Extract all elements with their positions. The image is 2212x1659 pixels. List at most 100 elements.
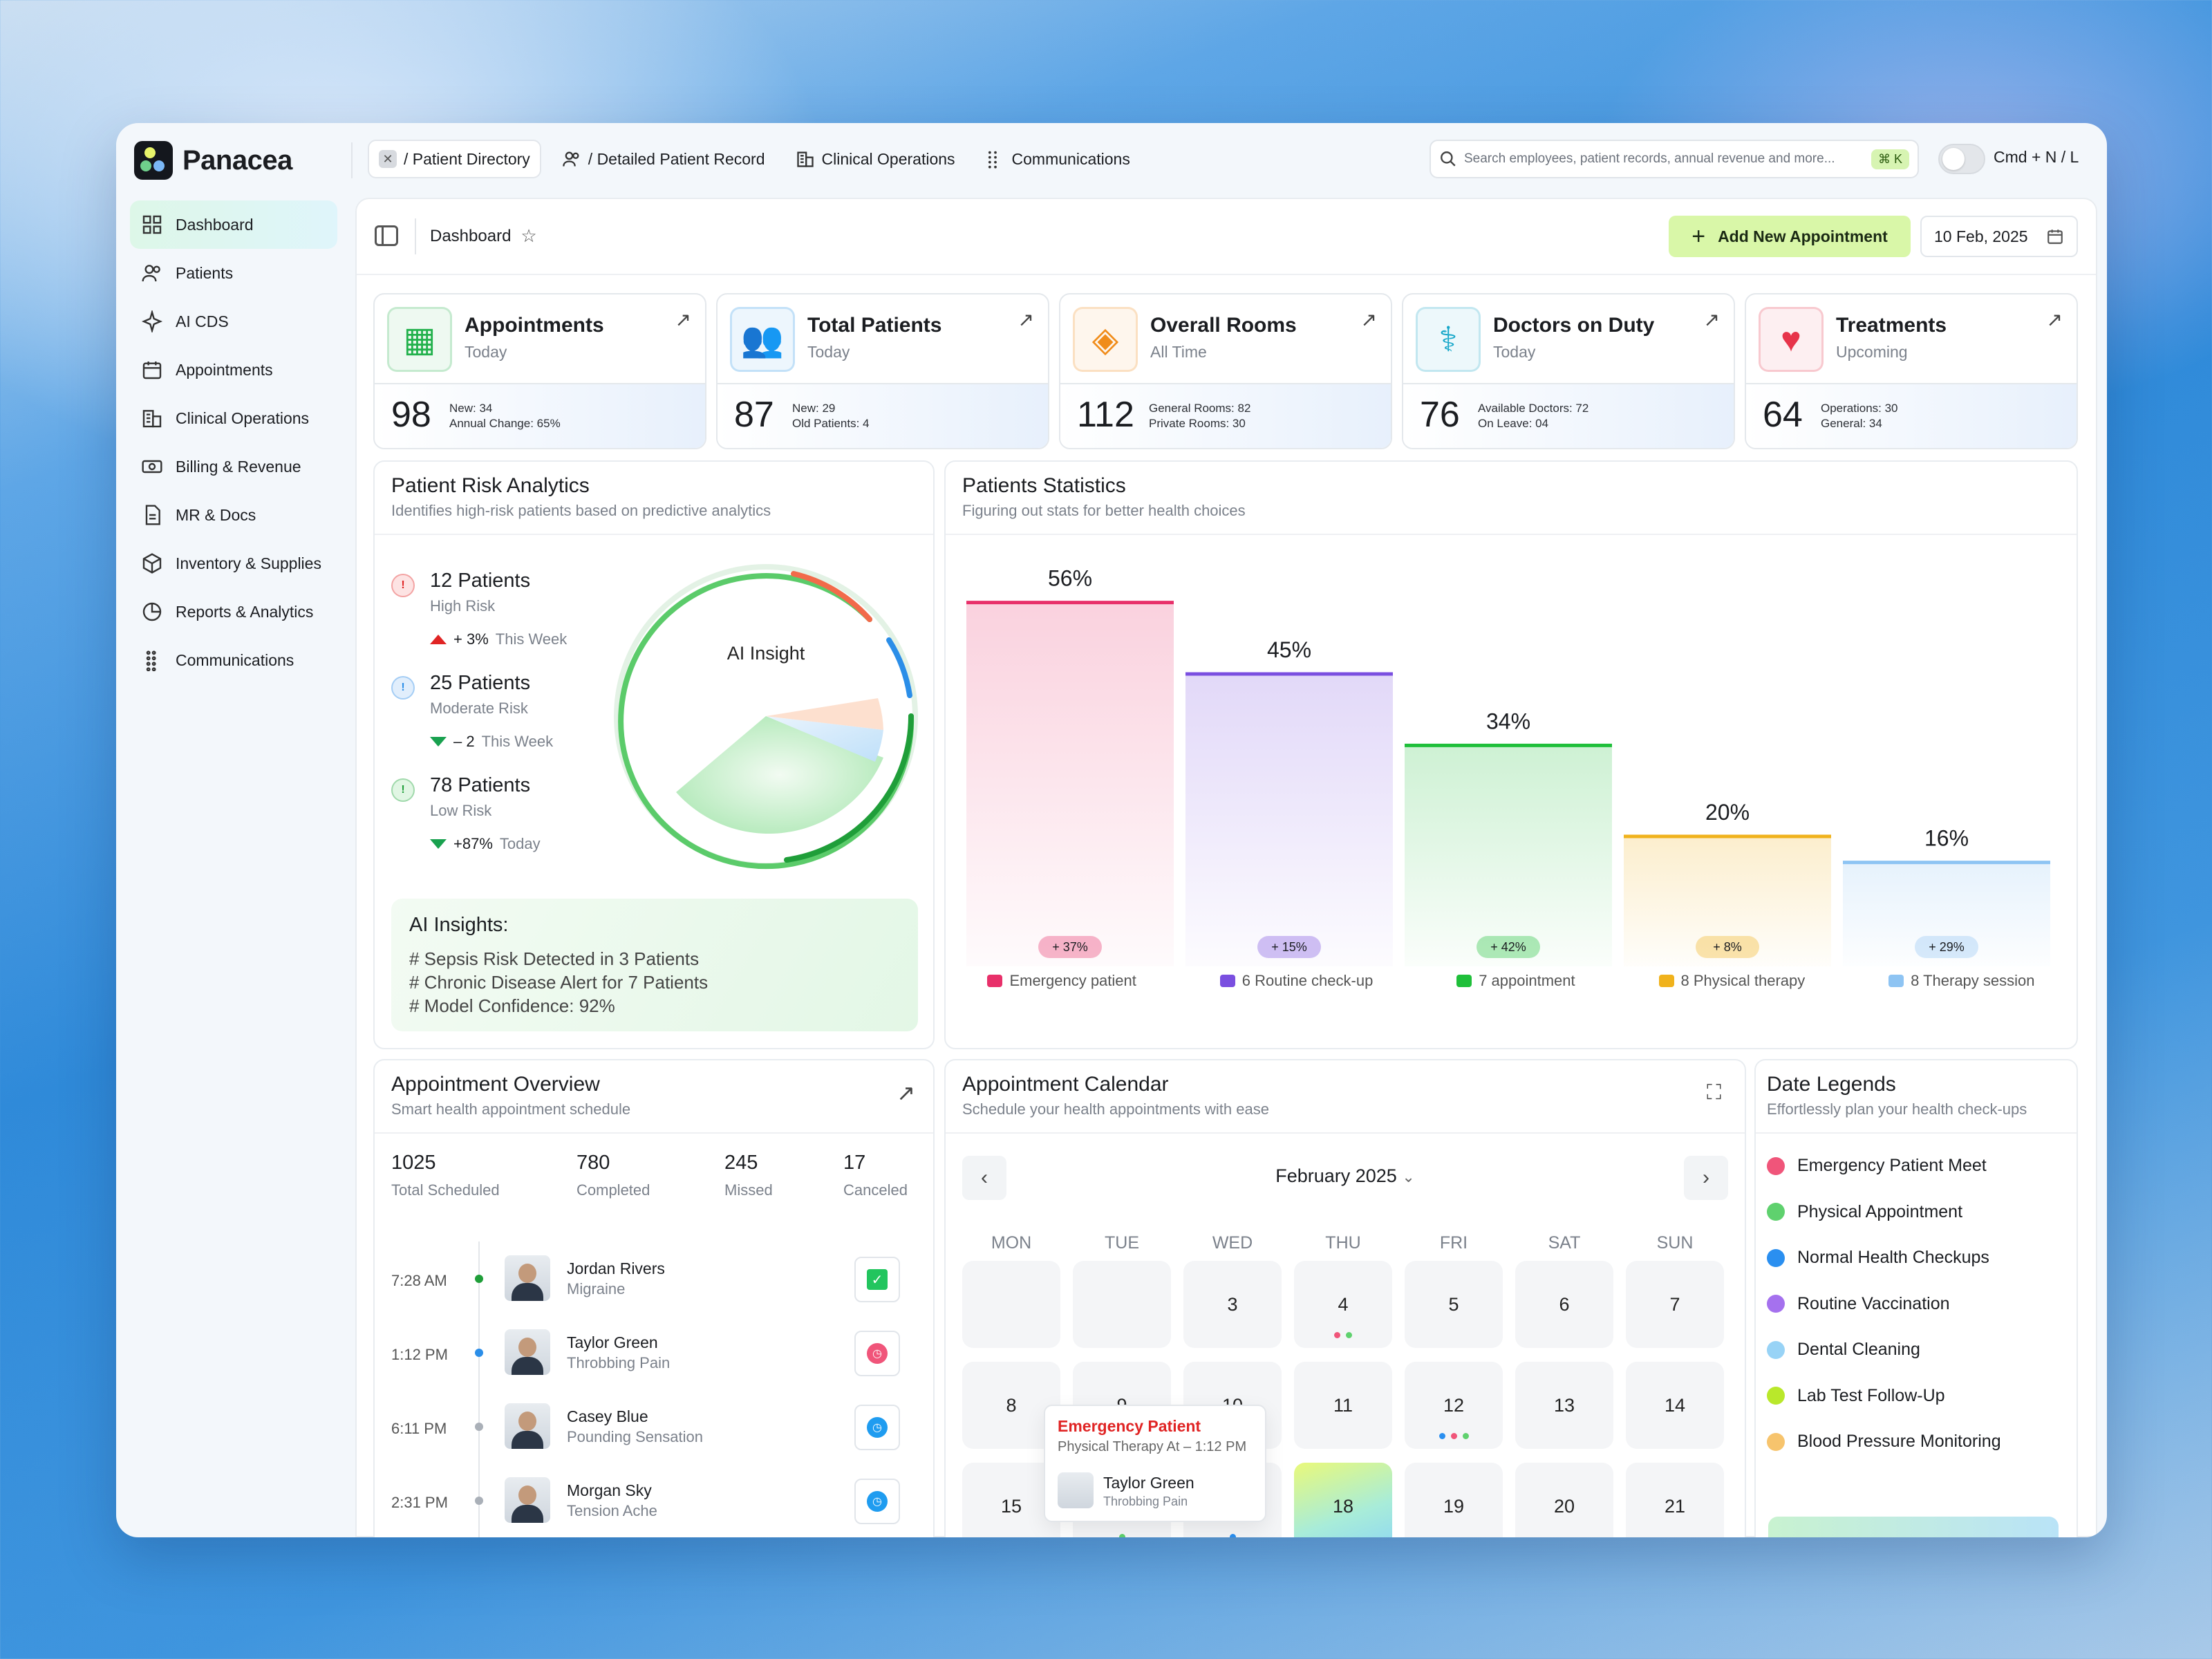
day-number: 6 — [1559, 1293, 1570, 1315]
card-subtitle: Schedule your health appointments with e… — [962, 1100, 1269, 1118]
sidebar-toggle-icon[interactable] — [375, 225, 398, 246]
stat-card-overall-rooms[interactable]: ◈ Overall Rooms All Time ↗ 112 General Rooms:… — [1059, 293, 1392, 449]
card-subtitle: Effortlessly plan your health check-ups — [1767, 1100, 2027, 1118]
calendar-day[interactable]: 18 — [1294, 1463, 1392, 1537]
arrow-up-right-icon[interactable]: ↗ — [1360, 309, 1377, 330]
calendar-day[interactable]: 5 — [1405, 1261, 1503, 1348]
box-icon — [142, 553, 162, 574]
bar[interactable] — [1843, 862, 2050, 966]
prev-month-button[interactable]: ‹ — [962, 1156, 1006, 1200]
app-name: Panacea — [182, 144, 292, 176]
sidebar-item-communications[interactable]: Communications — [130, 636, 337, 684]
arrow-up-right-icon[interactable]: ↗ — [2046, 309, 2063, 330]
stat-detail-line: Old Patients: 4 — [792, 417, 870, 430]
stat-card-treatments[interactable]: ♥ Treatments Upcoming ↗ 64 Operations: 30 Gene… — [1745, 293, 2078, 449]
sidebar-item-appointments[interactable]: Appointments — [130, 346, 337, 394]
change-badge — [1257, 936, 1321, 958]
date-picker[interactable]: 10 Feb, 2025 — [1920, 216, 2078, 257]
logo[interactable]: Panacea — [134, 141, 292, 180]
calendar-day[interactable]: 14 — [1626, 1362, 1724, 1449]
ambulance-icon — [987, 975, 1003, 987]
theme-shortcut: Cmd + N / L — [1994, 148, 2079, 166]
date-legend-item: Physical Appointment — [1767, 1202, 1962, 1222]
status-button[interactable]: ◷ — [854, 1331, 900, 1376]
tooltip-patient-name: Taylor Green — [1103, 1474, 1194, 1492]
appointment-row[interactable]: 1:12 PM Taylor Green Throbbing Pain ◷ — [375, 1321, 933, 1390]
calendar-day[interactable] — [1073, 1261, 1171, 1348]
status-button[interactable]: ◷ — [854, 1405, 900, 1450]
appointment-row[interactable]: 7:28 AM Jordan Rivers Migraine ✓ — [375, 1247, 933, 1316]
stat-card-appointments[interactable]: ▦ Appointments Today ↗ 98 New: 34 Annual Chang… — [373, 293, 706, 449]
arrow-up-right-icon[interactable]: ↗ — [897, 1080, 915, 1105]
next-month-button[interactable]: › — [1684, 1156, 1728, 1200]
sidebar-item-billing-revenue[interactable]: Billing & Revenue — [130, 442, 337, 491]
date-legend-item: Routine Vaccination — [1767, 1294, 1950, 1314]
calendar-day[interactable]: 19 — [1405, 1463, 1503, 1537]
tab-communications[interactable]: Communications — [976, 140, 1140, 178]
sidebar-item-inventory-supplies[interactable]: Inventory & Supplies — [130, 539, 337, 588]
legend-item: 6 Routine check-up — [1219, 972, 1373, 990]
document-icon — [145, 505, 160, 525]
weekday-label: SUN — [1656, 1233, 1694, 1253]
calendar-day[interactable]: 12 — [1405, 1362, 1503, 1449]
risk-level: High Risk — [430, 597, 496, 615]
appointment-row[interactable]: 2:31 PM Morgan Sky Tension Ache ◷ — [375, 1469, 933, 1537]
patients-statistics-card: Patients Statistics Figuring out stats f… — [944, 460, 2078, 1049]
bar[interactable] — [966, 602, 1174, 966]
status-button[interactable]: ✓ — [854, 1257, 900, 1302]
theme-toggle[interactable] — [1938, 144, 1985, 174]
sidebar-item-label: Clinical Operations — [176, 409, 310, 427]
stat-card-doctors-on-duty[interactable]: ⚕ Doctors on Duty Today ↗ 76 Available Doctor… — [1402, 293, 1735, 449]
sidebar-item-label: Dashboard — [176, 215, 254, 234]
calendar-day[interactable]: 21 — [1626, 1463, 1724, 1537]
status-button[interactable]: ◷ — [854, 1479, 900, 1524]
stat-footer: 76 Available Doctors: 72 On Leave: 04 — [1403, 383, 1734, 448]
tab-detailed-patient-record[interactable]: / Detailed Patient Record — [552, 140, 775, 178]
search-input[interactable]: Search employees, patient records, annua… — [1430, 140, 1919, 178]
arrow-up-right-icon[interactable]: ↗ — [1018, 309, 1034, 330]
bar[interactable] — [1624, 836, 1831, 966]
date-legends-card: Date Legends Effortlessly plan your heal… — [1754, 1059, 2078, 1537]
sidebar-item-mr-docs[interactable]: MR & Docs — [130, 491, 337, 539]
risk-analytics-card: Patient Risk Analytics Identifies high-r… — [373, 460, 935, 1049]
trend-down-icon — [430, 839, 447, 849]
calendar-day[interactable] — [962, 1261, 1060, 1348]
calendar-icon: ▦ — [387, 307, 452, 372]
stat-subtitle: Today — [1493, 343, 1536, 361]
expand-icon[interactable]: ⛶ — [1707, 1081, 1721, 1104]
calendar-day[interactable]: 3 — [1183, 1261, 1282, 1348]
bar[interactable] — [1185, 674, 1393, 966]
month-selector[interactable]: February 2025 ⌄ — [946, 1165, 1745, 1187]
sidebar-item-dashboard[interactable]: Dashboard — [130, 200, 337, 249]
calendar-day[interactable]: 13 — [1515, 1362, 1613, 1449]
risk-change: – 2 This Week — [430, 733, 553, 751]
stat-card-total-patients[interactable]: 👥 Total Patients Today ↗ 87 New: 29 Old Patien… — [716, 293, 1049, 449]
sidebar-item-clinical-operations[interactable]: Clinical Operations — [130, 394, 337, 442]
calendar-day[interactable]: 7 — [1626, 1261, 1724, 1348]
arrow-up-right-icon[interactable]: ↗ — [675, 309, 691, 330]
kpi-value: 1025 — [391, 1152, 436, 1174]
calendar-day[interactable]: 6 — [1515, 1261, 1613, 1348]
add-appointment-button[interactable]: + Add New Appointment — [1669, 216, 1911, 257]
sidebar-item-ai-cds[interactable]: AI CDS — [130, 297, 337, 346]
kpi-label: Missed — [724, 1181, 773, 1199]
calendar-day[interactable]: 4 — [1294, 1261, 1392, 1348]
patient-condition: Pounding Sensation — [567, 1428, 703, 1445]
arrow-up-right-icon[interactable]: ↗ — [1703, 309, 1720, 330]
event-dots — [1294, 1332, 1392, 1338]
star-icon[interactable]: ☆ — [521, 225, 537, 246]
appointment-row[interactable]: 6:11 PM Casey Blue Pounding Sensation ◷ — [375, 1395, 933, 1464]
sidebar-item-reports-analytics[interactable]: Reports & Analytics — [130, 588, 337, 636]
day-number: 15 — [1000, 1495, 1022, 1517]
color-dot — [1767, 1432, 1785, 1451]
sidebar-item-patients[interactable]: Patients — [130, 249, 337, 297]
bar[interactable] — [1405, 745, 1612, 966]
smart-appointment-banner[interactable] — [1768, 1517, 2059, 1537]
tab-patient-directory[interactable]: ✕ / Patient Directory — [368, 140, 541, 178]
tab-clinical-operations[interactable]: Clinical Operations — [786, 140, 965, 178]
close-icon[interactable]: ✕ — [379, 150, 397, 168]
clock-icon: ◷ — [867, 1343, 888, 1364]
weekday-label: THU — [1325, 1233, 1361, 1253]
calendar-day[interactable]: 20 — [1515, 1463, 1613, 1537]
calendar-day[interactable]: 11 — [1294, 1362, 1392, 1449]
